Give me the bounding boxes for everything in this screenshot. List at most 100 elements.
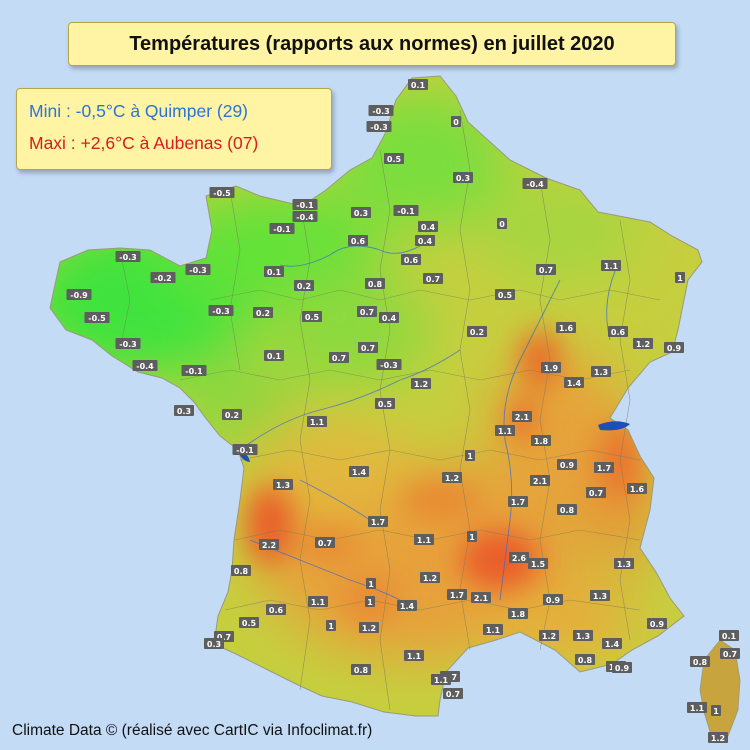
station-label-bg: [264, 266, 284, 277]
station-value: 1.1: [498, 427, 513, 436]
station-value: 1.2: [362, 624, 376, 633]
station-label-bg: [423, 273, 443, 284]
station-label: 1.2: [633, 338, 653, 349]
station-value: 1.1: [486, 626, 501, 635]
station-label: 1.7: [368, 516, 388, 527]
station-value: -0.5: [88, 314, 106, 323]
station-value: 0.2: [225, 411, 239, 420]
station-label: 0.5: [239, 617, 259, 628]
station-label-bg: [84, 312, 110, 323]
station-value: 0.1: [411, 81, 426, 90]
station-label: 1.5: [528, 558, 548, 569]
station-label-bg: [397, 600, 417, 611]
station-value: 1.4: [605, 640, 620, 649]
station-label: 0.9: [664, 342, 684, 353]
legend-box: Mini : -0,5°C à Quimper (29) Maxi : +2,6…: [16, 88, 332, 170]
station-value: -0.3: [119, 253, 137, 262]
station-value: 0.5: [378, 400, 393, 409]
station-label: 1.4: [349, 466, 369, 477]
station-value: 1.1: [417, 536, 432, 545]
station-value: 0: [499, 220, 505, 229]
station-label-bg: [366, 578, 376, 589]
station-label-bg: [556, 322, 576, 333]
station-value: 1: [713, 707, 719, 716]
rivers: [239, 239, 621, 601]
station-label: 1.2: [442, 472, 462, 483]
station-label: 1: [326, 620, 336, 631]
station-label: 1.3: [614, 558, 634, 569]
station-label-bg: [366, 121, 392, 132]
station-label-bg: [497, 218, 507, 229]
station-label: 1.3: [591, 366, 611, 377]
station-value: 1.3: [594, 368, 608, 377]
station-label: 0.8: [231, 565, 251, 576]
station-label-bg: [467, 531, 477, 542]
station-label-bg: [358, 342, 378, 353]
station-label: 1.2: [708, 732, 728, 743]
station-label-bg: [483, 624, 503, 635]
station-label: 1.2: [359, 622, 379, 633]
station-label: -0.5: [84, 312, 110, 323]
lake-leman: [598, 421, 630, 431]
station-label-bg: [594, 462, 614, 473]
station-label: -0.2: [150, 272, 176, 283]
station-label-bg: [132, 360, 158, 371]
station-label-bg: [451, 116, 461, 127]
station-label: 1: [711, 705, 721, 716]
station-label-bg: [708, 732, 728, 743]
station-label-bg: [573, 630, 593, 641]
station-label-bg: [408, 79, 428, 90]
station-label-bg: [508, 496, 528, 507]
station-label-bg: [414, 534, 434, 545]
station-value: -0.4: [526, 180, 544, 189]
station-value: 0.3: [354, 209, 368, 218]
station-label: 0.8: [690, 656, 710, 667]
station-label: 1.1: [687, 702, 707, 713]
station-value: -0.1: [397, 207, 415, 216]
station-label: 1: [365, 596, 375, 607]
station-value: 1.1: [310, 418, 325, 427]
station-value: -0.3: [119, 340, 137, 349]
station-label-bg: [376, 359, 402, 370]
station-label: 1.1: [483, 624, 503, 635]
station-label-bg: [509, 552, 529, 563]
station-label: 0.7: [443, 688, 463, 699]
station-label: 0.7: [423, 273, 443, 284]
station-value: 0: [453, 118, 459, 127]
station-label: 1: [366, 578, 376, 589]
station-value: -0.9: [70, 291, 88, 300]
station-label-bg: [292, 211, 318, 222]
station-label-bg: [590, 590, 610, 601]
station-label-bg: [530, 475, 550, 486]
station-label-bg: [269, 223, 295, 234]
station-value: 1.1: [434, 676, 449, 685]
station-label: 0: [497, 218, 507, 229]
station-label-bg: [442, 472, 462, 483]
station-label-bg: [508, 608, 528, 619]
station-label: 1.2: [420, 572, 440, 583]
station-label: 0.8: [351, 664, 371, 675]
station-label-bg: [614, 558, 634, 569]
station-value: -0.3: [372, 107, 390, 116]
station-label-bg: [239, 617, 259, 628]
station-label: 1: [675, 272, 685, 283]
station-label: 0.8: [365, 278, 385, 289]
station-label: 0.7: [536, 264, 556, 275]
station-value: 2.6: [512, 554, 527, 563]
station-label-bg: [453, 172, 473, 183]
station-label: -0.3: [208, 305, 234, 316]
station-label-bg: [302, 311, 322, 322]
station-label: 0.3: [174, 405, 194, 416]
station-labels: 0.1 -0.3 -0.3 0 0.5 0.3 -0.4 -0.5 -0.1 -0.4 0.3 -0.…: [66, 79, 740, 743]
station-label: 0.8: [575, 654, 595, 665]
station-label-bg: [115, 338, 141, 349]
station-label: 1.8: [531, 435, 551, 446]
station-label-bg: [627, 483, 647, 494]
station-label: -0.1: [292, 199, 318, 210]
station-label: 1: [465, 450, 475, 461]
station-value: 2.1: [533, 477, 548, 486]
station-label-bg: [231, 565, 251, 576]
station-label: -0.3: [376, 359, 402, 370]
station-label-bg: [315, 537, 335, 548]
station-label: -0.3: [366, 121, 392, 132]
